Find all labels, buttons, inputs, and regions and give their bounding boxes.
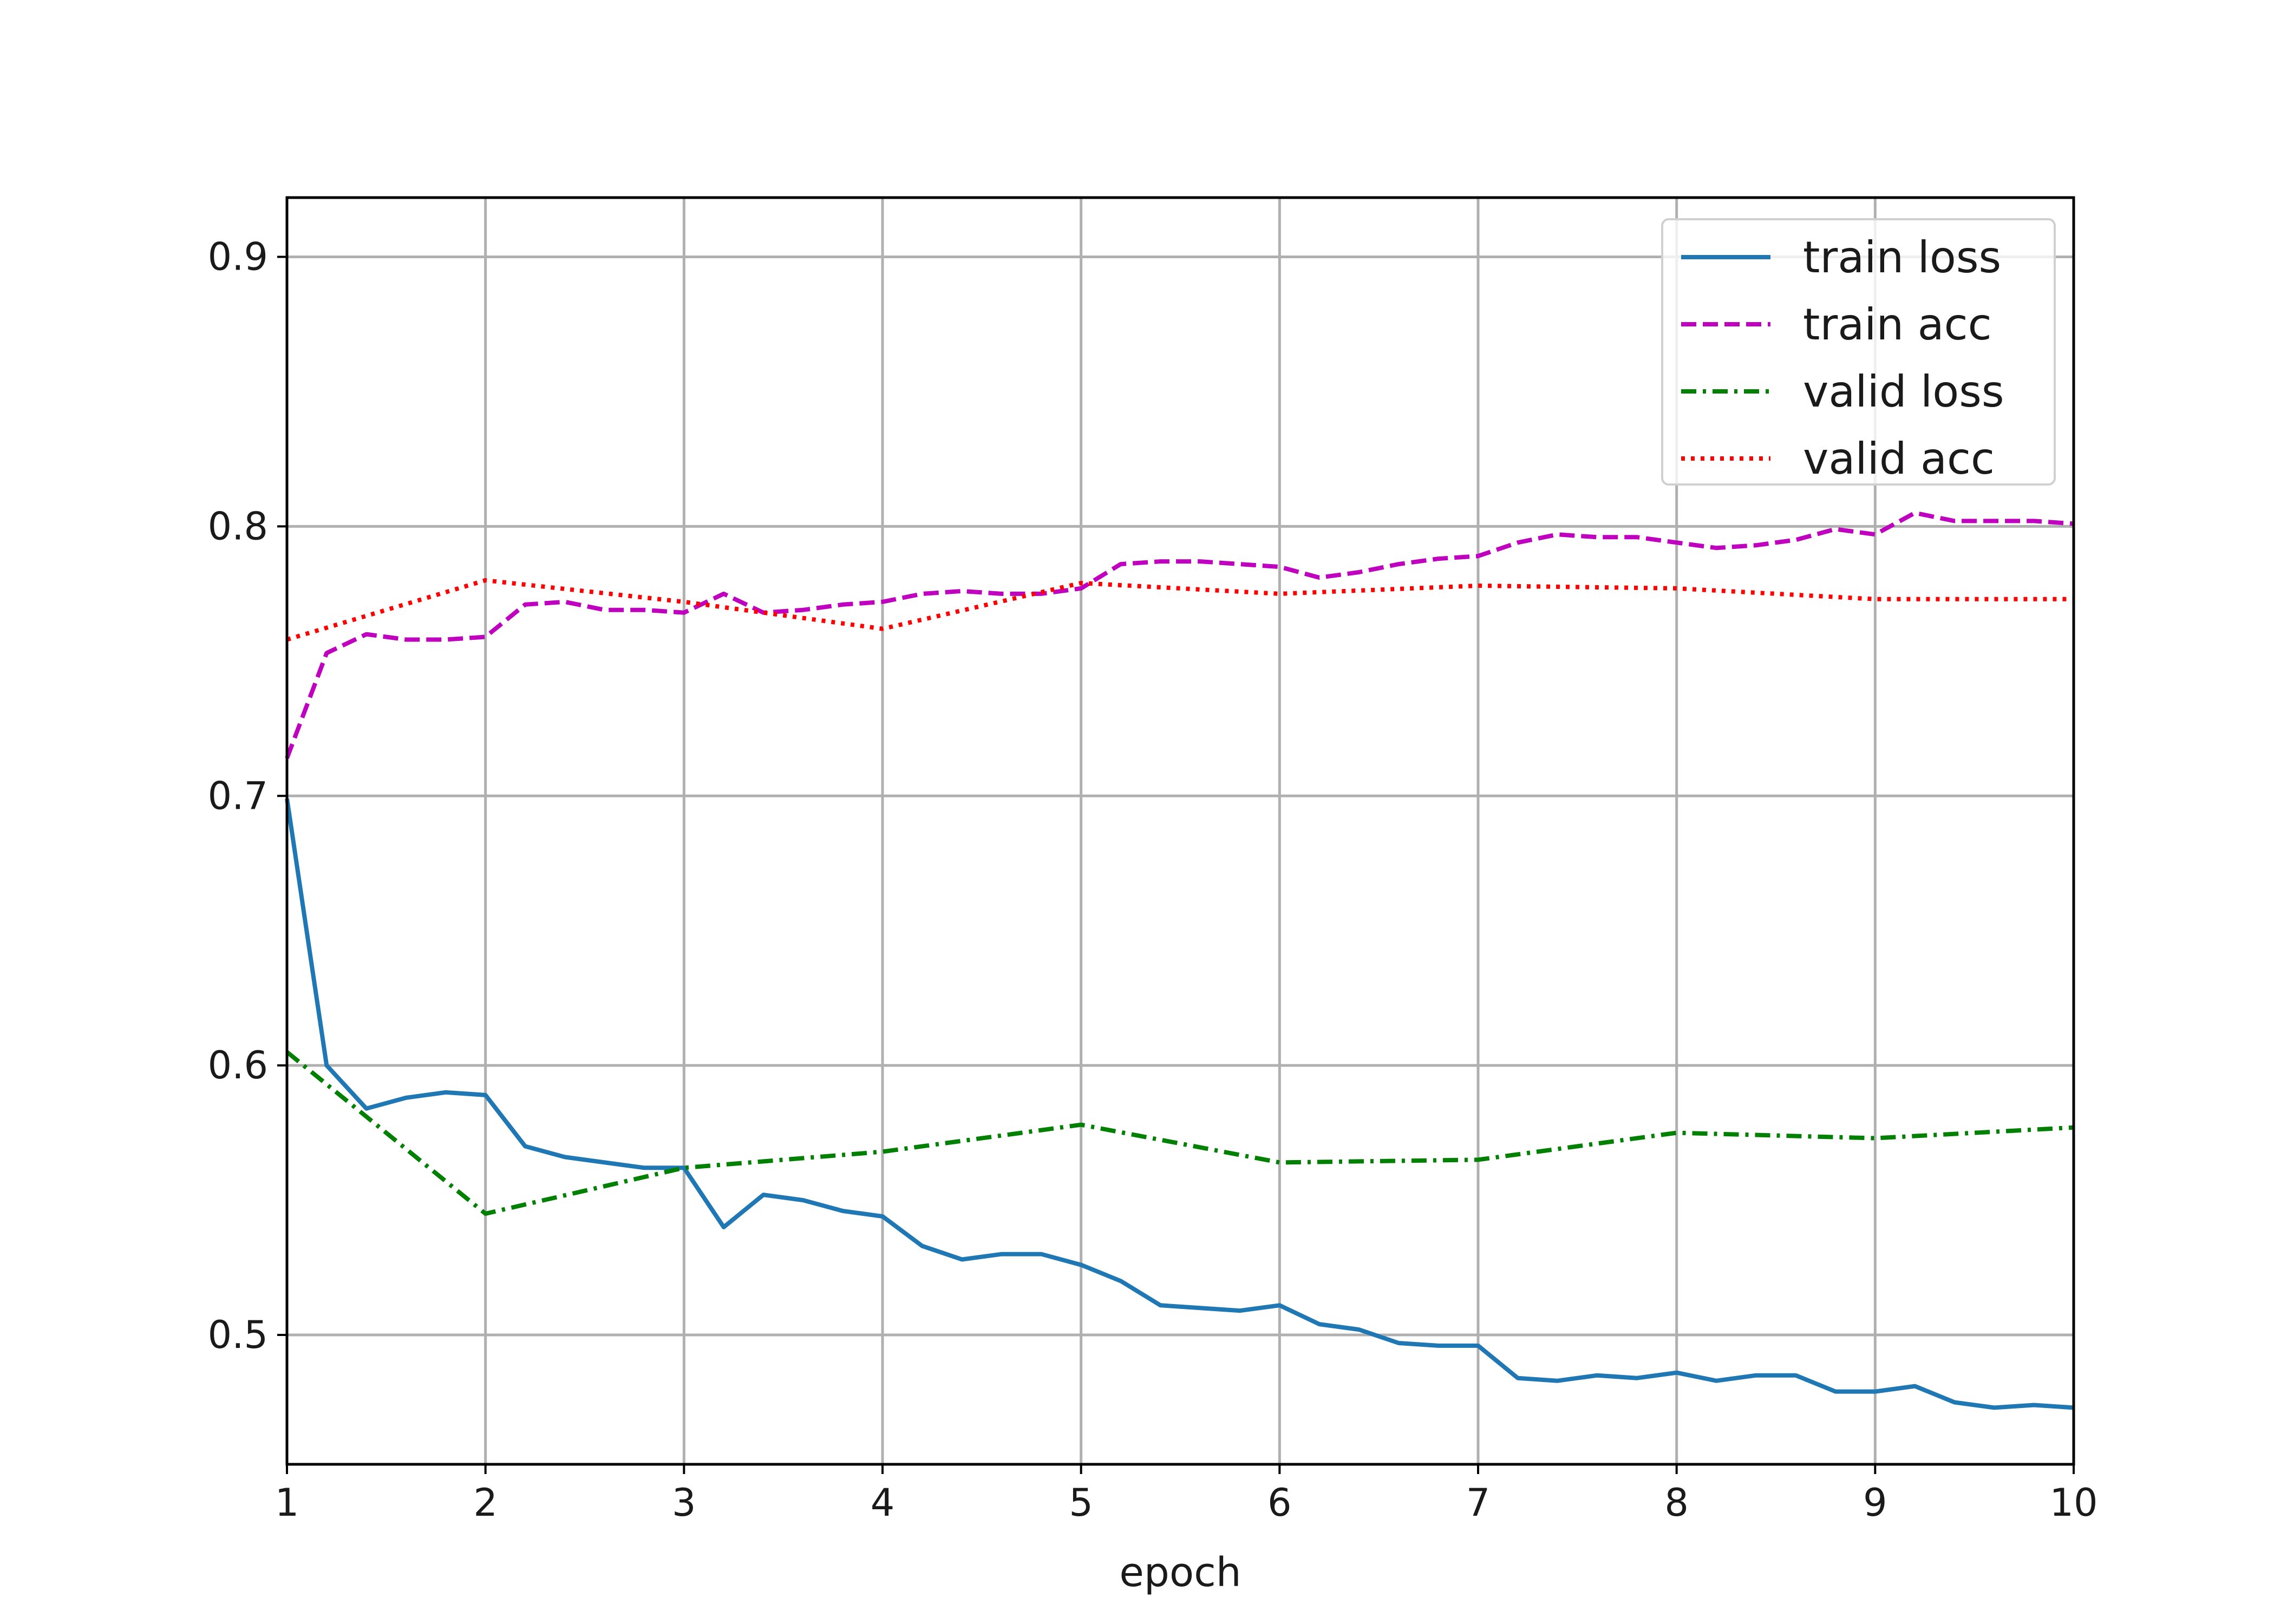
series-line-train-loss: [285, 798, 2074, 1410]
x-tick-label: 2: [473, 1481, 498, 1525]
y-tick-label: 0.9: [208, 235, 268, 279]
x-tick-label: 9: [1863, 1481, 1887, 1525]
legend-label: train loss: [1803, 232, 2001, 283]
x-axis-label: epoch: [1119, 1549, 1241, 1596]
legend-label: valid loss: [1803, 366, 2004, 417]
y-tick-label: 0.7: [208, 774, 268, 818]
y-tick-label: 0.5: [208, 1313, 268, 1357]
x-tick-label: 7: [1466, 1481, 1491, 1525]
x-tick-label: 8: [1664, 1481, 1689, 1525]
x-tick-label: 1: [275, 1481, 299, 1525]
x-tick-label: 10: [2049, 1481, 2097, 1525]
series-line-train-acc: [285, 510, 2074, 759]
x-tick-label: 5: [1069, 1481, 1093, 1525]
series-line-valid-loss: [285, 1050, 2074, 1216]
legend-label: train acc: [1803, 299, 1992, 350]
y-tick-label: 0.8: [208, 504, 268, 548]
x-tick-label: 4: [871, 1481, 895, 1525]
x-tick-label: 6: [1267, 1481, 1292, 1525]
legend: train loss train acc valid loss valid acc: [1661, 218, 2056, 486]
y-tick-label: 0.6: [208, 1043, 268, 1088]
x-tick-label: 3: [672, 1481, 696, 1525]
axis-ticks: 1 2 3 4 5 6 7 8 9 10 0.5 0.6 0.7 0.8 0.9: [208, 235, 2098, 1525]
legend-box: [1661, 218, 2056, 486]
plot-frame: [285, 196, 2075, 1466]
legend-label: valid acc: [1803, 434, 1995, 484]
series-lines: [285, 510, 2074, 1410]
